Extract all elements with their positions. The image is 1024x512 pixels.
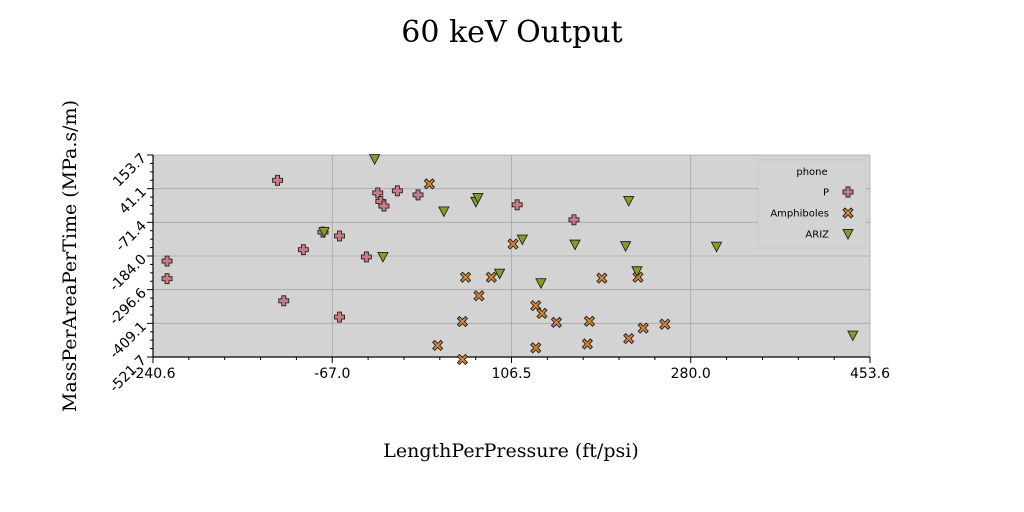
point-ariz (619, 241, 632, 253)
point-amphiboles (581, 338, 594, 350)
point-amphiboles (530, 300, 542, 312)
point-amphiboles (485, 271, 497, 283)
x-tick-label: 280.0 (671, 366, 711, 382)
legend-label-amphiboles: Amphiboles (770, 209, 829, 220)
point-amphiboles (596, 272, 608, 284)
point-amphiboles (456, 353, 469, 366)
point-amphiboles (432, 339, 444, 352)
y-tick-label: -409.1 (107, 319, 150, 362)
point-amphiboles (530, 342, 542, 354)
point-p (161, 255, 173, 267)
point-p (391, 185, 403, 197)
x-axis-label: LengthPerPressure (ft/psi) (383, 440, 639, 462)
point-p (334, 311, 345, 323)
y-axis-label: MassPerAreaPerTime (MPa.s/m) (59, 100, 81, 412)
point-p (568, 214, 580, 226)
point-amphiboles (423, 178, 436, 190)
point-p (334, 230, 345, 242)
point-amphiboles (473, 290, 485, 302)
point-p (378, 200, 390, 212)
point-amphiboles (456, 315, 469, 328)
point-ariz (516, 234, 529, 246)
point-ariz (847, 330, 859, 342)
point-ariz (318, 227, 330, 239)
point-amphiboles (659, 318, 671, 330)
axes (152, 155, 870, 358)
point-p (360, 251, 372, 263)
point-ariz (569, 239, 581, 251)
legend-label-p: P (823, 188, 829, 199)
legend-label-ariz: ARIZ (805, 230, 829, 241)
point-ariz (631, 266, 643, 278)
data-points (161, 154, 859, 366)
legend-marker-ariz (842, 229, 854, 240)
point-amphiboles (507, 238, 519, 250)
point-ariz (472, 193, 484, 204)
point-ariz (493, 268, 506, 280)
legend-title: phone (796, 167, 827, 178)
point-p (272, 174, 284, 186)
point-ariz (622, 196, 635, 207)
grid-lines (152, 154, 871, 358)
y-tick-label: -296.6 (107, 285, 150, 328)
point-amphiboles (583, 315, 596, 327)
x-tick-label: -67.0 (314, 366, 350, 382)
point-p (161, 273, 173, 285)
point-p (278, 295, 290, 307)
x-tick-label: -240.6 (130, 366, 175, 382)
y-tick-label: 153.7 (110, 151, 150, 191)
point-amphiboles (536, 307, 548, 320)
x-tick-labels: -240.6 -67.0 106.5 280.0 453.6 (130, 366, 890, 382)
point-amphiboles (637, 322, 649, 334)
legend: phone P Amphiboles ARIZ (757, 159, 867, 249)
chart-title: 60 keV Output (401, 15, 622, 50)
point-amphiboles (550, 316, 563, 329)
point-ariz (368, 154, 381, 166)
legend-marker-amphiboles (842, 207, 854, 219)
point-ariz (438, 206, 450, 218)
point-amphiboles (459, 271, 472, 283)
y-tick-label: -184.0 (107, 252, 150, 295)
point-p (412, 189, 424, 201)
legend-marker-p (842, 186, 854, 198)
x-tick-label: 106.5 (491, 366, 531, 382)
point-ariz (377, 251, 389, 263)
x-tick-label: 453.6 (850, 366, 890, 382)
legend-items: P Amphiboles ARIZ (770, 186, 854, 241)
point-p (511, 199, 523, 211)
point-ariz (535, 278, 547, 290)
point-p (297, 244, 309, 256)
point-ariz (710, 241, 723, 253)
y-tick-label: -71.4 (113, 218, 150, 255)
point-amphiboles (623, 332, 635, 345)
